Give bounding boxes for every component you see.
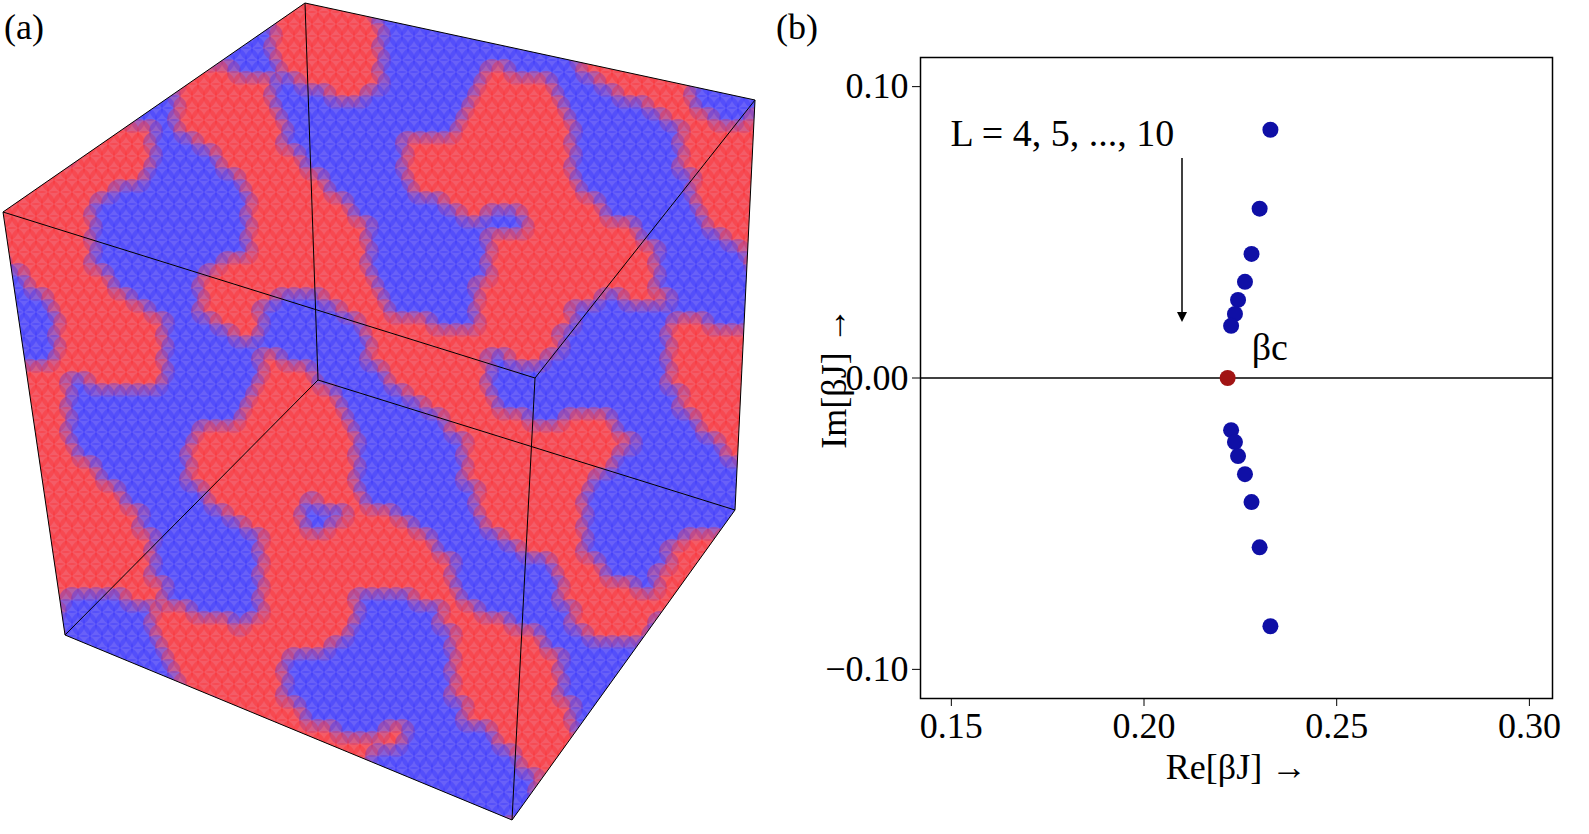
svg-text:Re[βJ] →: Re[βJ] →	[1166, 747, 1307, 787]
svg-text:L = 4, 5, ..., 10: L = 4, 5, ..., 10	[951, 112, 1175, 154]
svg-text:−0.10: −0.10	[825, 649, 908, 689]
html-text:(a): (a)	[4, 7, 44, 47]
html-text:(b): (b)	[776, 7, 818, 47]
svg-text:0.15: 0.15	[920, 706, 983, 746]
svg-text:0.30: 0.30	[1498, 706, 1561, 746]
svg-text:Im[βJ] →: Im[βJ] →	[814, 307, 854, 448]
svg-text:0.20: 0.20	[1113, 706, 1176, 746]
svg-text:0.00: 0.00	[846, 358, 909, 398]
svg-text:βc: βc	[1252, 326, 1288, 368]
svg-text:0.10: 0.10	[846, 66, 909, 106]
svg-text:0.25: 0.25	[1305, 706, 1368, 746]
